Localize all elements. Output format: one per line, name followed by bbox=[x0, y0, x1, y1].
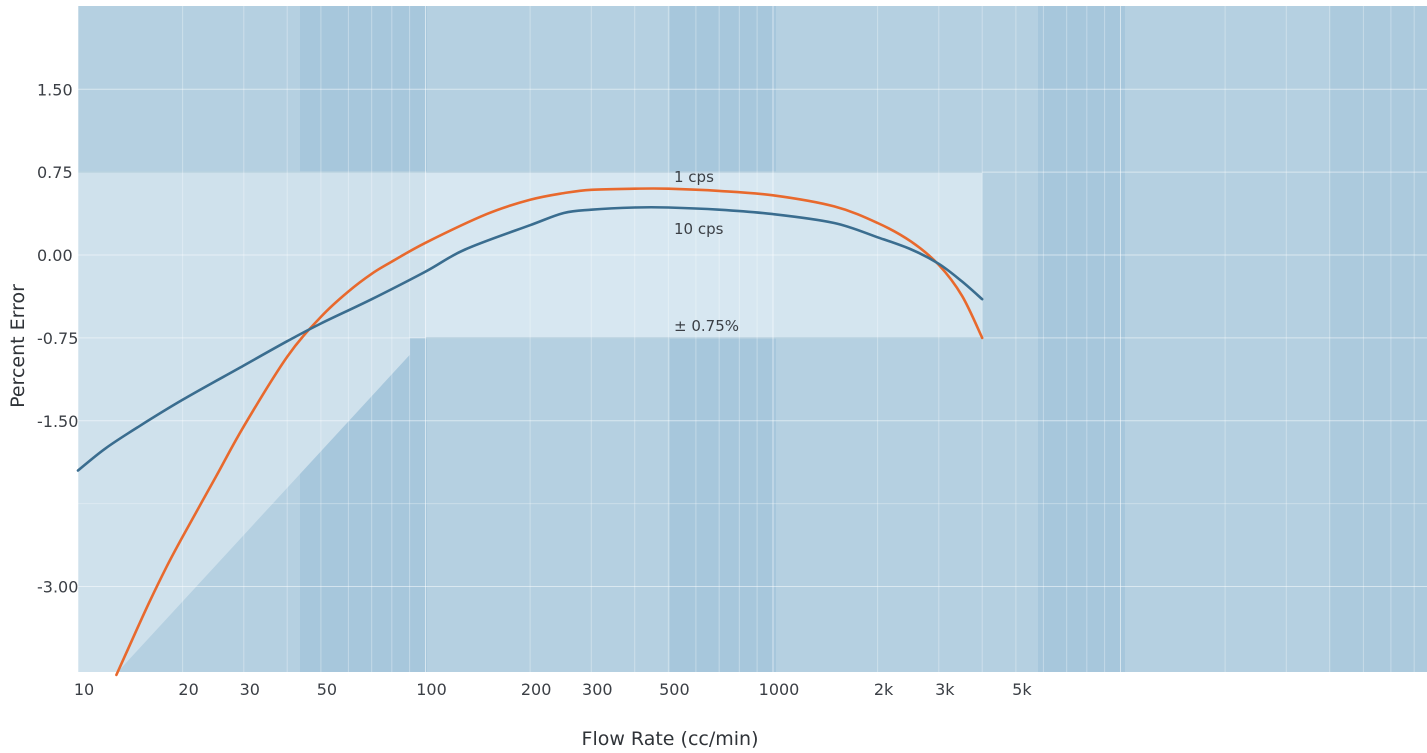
x-tick-label: 5k bbox=[1012, 680, 1032, 699]
x-tick-label: 1000 bbox=[759, 680, 800, 699]
x-tick-label: 200 bbox=[521, 680, 552, 699]
series-label-10cps: 10 cps bbox=[674, 220, 724, 238]
x-tick-label: 300 bbox=[582, 680, 613, 699]
x-tick-label: 3k bbox=[935, 680, 955, 699]
x-axis-title: Flow Rate (cc/min) bbox=[582, 728, 759, 750]
tolerance-band-label: ± 0.75% bbox=[674, 317, 739, 335]
series-lines bbox=[76, 187, 984, 677]
y-tick-label: -1.50 bbox=[37, 412, 78, 431]
shade-band-4 bbox=[1330, 6, 1427, 672]
y-tick-label: 1.50 bbox=[37, 80, 73, 99]
shade-band-3 bbox=[1038, 6, 1125, 672]
x-tick-label: 30 bbox=[240, 680, 260, 699]
grid-lines bbox=[77, 6, 1427, 672]
y-tick-label: -3.00 bbox=[37, 578, 78, 597]
x-tick-label: 50 bbox=[317, 680, 337, 699]
y-axis-title: Percent Error bbox=[7, 284, 29, 408]
shade-band-2 bbox=[670, 6, 776, 672]
lower-left-panel bbox=[78, 337, 410, 672]
x-tick-label: 20 bbox=[178, 680, 198, 699]
x-tick-label: 500 bbox=[659, 680, 690, 699]
y-tick-label: 0.75 bbox=[37, 163, 73, 182]
series-line-1-cps bbox=[115, 187, 984, 677]
x-tick-label: 10 bbox=[74, 680, 94, 699]
y-tick-label: -0.75 bbox=[37, 329, 78, 348]
plot-background bbox=[78, 6, 1427, 672]
x-tick-label: 100 bbox=[416, 680, 447, 699]
series-line-10-cps bbox=[76, 205, 984, 472]
y-tick-labels: 1.50 0.75 0.00 -0.75 -1.50 -3.00 bbox=[37, 80, 78, 596]
x-tick-labels: 10 20 30 50 100 200 300 500 1000 2k 3k 5k bbox=[74, 680, 1033, 699]
series-label-1cps: 1 cps bbox=[674, 168, 714, 186]
x-tick-label: 2k bbox=[874, 680, 894, 699]
y-tick-label: 0.00 bbox=[37, 246, 73, 265]
